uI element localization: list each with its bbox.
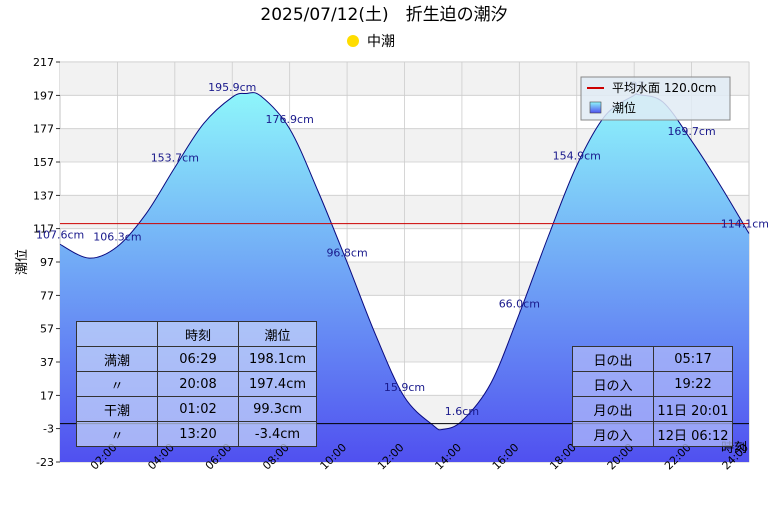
table-header-row: 時刻 潮位	[76, 321, 317, 347]
legend: 平均水面 120.0cm 潮位	[580, 76, 731, 121]
table-row: 月の出 11日 20:01	[572, 396, 733, 422]
y-tick-label: 177	[33, 123, 54, 136]
data-label: 154.9cm	[553, 150, 601, 163]
data-label: 66.0cm	[499, 298, 540, 311]
sun-moon-table: 日の出 05:17 日の入 19:22 月の出 11日 20:01 月の入 12…	[572, 346, 733, 447]
y-tick-label: 157	[33, 156, 54, 169]
tide-level-cell: 197.4cm	[238, 371, 317, 397]
y-tick-label: 117	[33, 223, 54, 236]
data-label: 195.9cm	[208, 81, 256, 94]
data-label: 15.9cm	[384, 381, 425, 394]
y-tick-label: 97	[40, 256, 54, 269]
y-tick-label: 17	[40, 389, 54, 402]
event-time-cell: 12日 06:12	[653, 421, 733, 447]
data-label: 169.7cm	[667, 125, 715, 138]
event-label-cell: 日の出	[572, 346, 654, 372]
legend-tide-label: 潮位	[612, 100, 636, 115]
tide-level-cell: -3.4cm	[238, 421, 317, 447]
legend-mean-label: 平均水面 120.0cm	[612, 81, 716, 95]
tide-level-cell: 99.3cm	[238, 396, 317, 422]
moon-phase-label: 中潮	[367, 34, 395, 50]
y-tick-label: 77	[40, 289, 54, 302]
legend-tide-swatch-icon	[589, 101, 602, 114]
y-tick-label: 137	[33, 189, 54, 202]
chart-title: 2025/07/12(土) 折生迫の潮汐	[260, 5, 507, 25]
tide-type-cell: 満潮	[76, 346, 158, 372]
event-time-cell: 11日 20:01	[653, 396, 733, 422]
data-label: 1.6cm	[445, 405, 479, 418]
y-tick-label: 217	[33, 56, 54, 69]
data-label: 176.9cm	[266, 113, 314, 126]
moon-phase-icon	[347, 35, 359, 47]
event-time-cell: 19:22	[653, 371, 733, 397]
table-row: 干潮 01:02 99.3cm	[76, 396, 317, 422]
table-row: 日の入 19:22	[572, 371, 733, 397]
y-tick-label: 57	[40, 323, 54, 336]
table-header-cell: 潮位	[238, 321, 317, 347]
tide-type-cell: 干潮	[76, 396, 158, 422]
event-label-cell: 月の出	[572, 396, 654, 422]
event-label-cell: 日の入	[572, 371, 654, 397]
tide-time-cell: 13:20	[157, 421, 239, 447]
y-tick-label: -3	[43, 423, 54, 436]
table-header-cell	[76, 321, 158, 347]
table-header-cell: 時刻	[157, 321, 239, 347]
tide-extremes-table: 時刻 潮位 満潮 06:29 198.1cm 〃 20:08 197.4cm 干…	[76, 321, 317, 447]
tide-time-cell: 20:08	[157, 371, 239, 397]
event-label-cell: 月の入	[572, 421, 654, 447]
data-label: 153.7cm	[151, 152, 199, 165]
table-row: 日の出 05:17	[572, 346, 733, 372]
table-row: 〃 13:20 -3.4cm	[76, 421, 317, 447]
tide-time-cell: 06:29	[157, 346, 239, 372]
y-tick-label: 197	[33, 89, 54, 102]
tide-type-cell: 〃	[76, 371, 158, 397]
tide-type-cell: 〃	[76, 421, 158, 447]
table-row: 満潮 06:29 198.1cm	[76, 346, 317, 372]
table-row: 月の入 12日 06:12	[572, 421, 733, 447]
data-label: 96.8cm	[326, 246, 367, 259]
data-label: 106.3cm	[93, 231, 141, 244]
data-label: 114.1cm	[721, 218, 768, 231]
tide-time-cell: 01:02	[157, 396, 239, 422]
data-label: 107.6cm	[36, 228, 84, 241]
y-tick-label: 37	[40, 356, 54, 369]
y-axis-ticks: 217 197 177 157 137 117 97 77 57 37 17 -3 -23	[33, 56, 60, 469]
y-axis-title: 潮位	[15, 249, 30, 275]
tide-level-cell: 198.1cm	[238, 346, 317, 372]
y-tick-label: -23	[36, 456, 54, 469]
table-row: 〃 20:08 197.4cm	[76, 371, 317, 397]
event-time-cell: 05:17	[653, 346, 733, 372]
